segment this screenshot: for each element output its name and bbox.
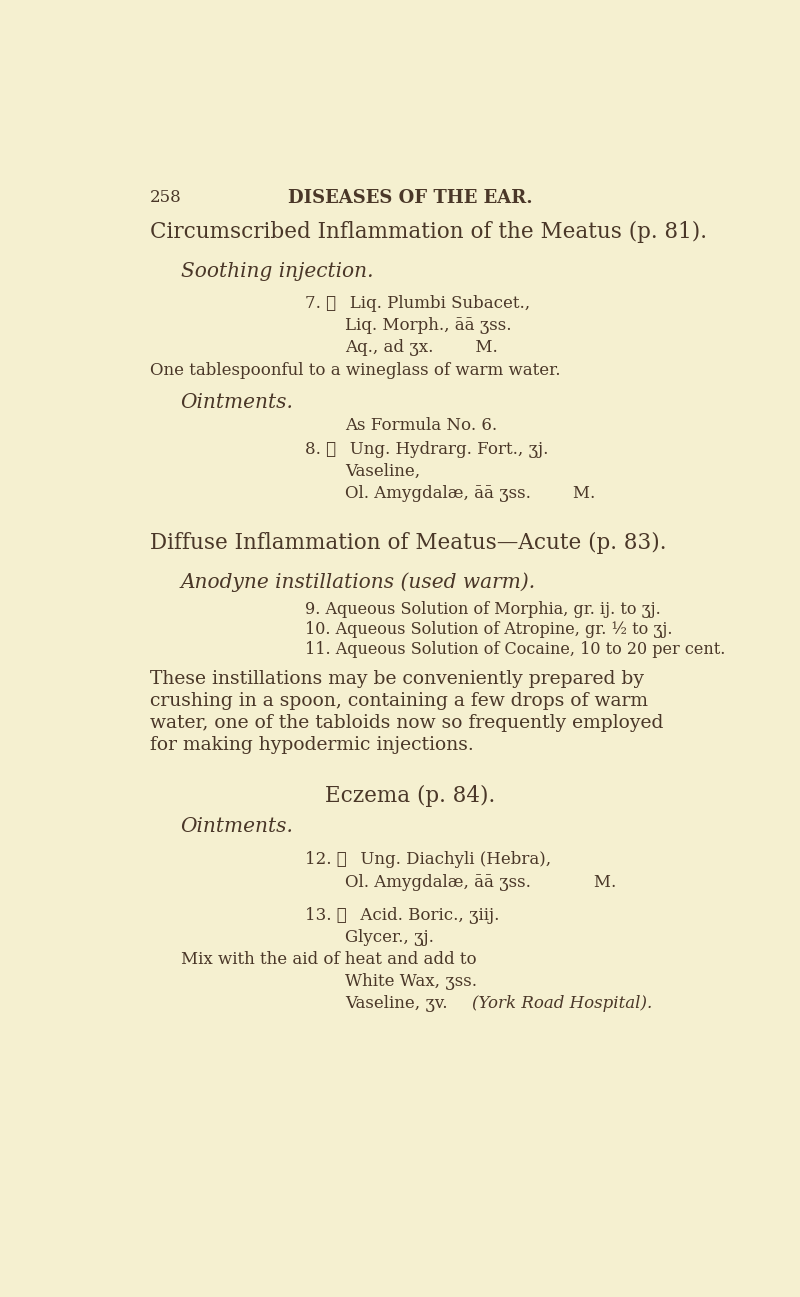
Text: Soothing injection.: Soothing injection. — [181, 262, 373, 281]
Text: Liq. Morph., āā ʒss.: Liq. Morph., āā ʒss. — [345, 318, 511, 335]
Text: Vaseline, ʒv.: Vaseline, ʒv. — [345, 995, 490, 1012]
Text: crushing in a spoon, containing a few drops of warm: crushing in a spoon, containing a few dr… — [150, 691, 648, 709]
Text: Vaseline,: Vaseline, — [345, 463, 420, 480]
Text: 7. ℞  Liq. Plumbi Subacet.,: 7. ℞ Liq. Plumbi Subacet., — [305, 296, 530, 313]
Text: 9. Aqueous Solution of Morphia, gr. ij. to ʒj.: 9. Aqueous Solution of Morphia, gr. ij. … — [305, 601, 660, 619]
Text: 8. ℞  Ung. Hydrarg. Fort., ʒj.: 8. ℞ Ung. Hydrarg. Fort., ʒj. — [305, 441, 548, 458]
Text: Ol. Amygdalæ, āā ʒss.            M.: Ol. Amygdalæ, āā ʒss. M. — [345, 874, 616, 891]
Text: White Wax, ʒss.: White Wax, ʒss. — [345, 973, 477, 990]
Text: Ol. Amygdalæ, āā ʒss.        M.: Ol. Amygdalæ, āā ʒss. M. — [345, 485, 595, 502]
Text: Eczema (p. 84).: Eczema (p. 84). — [325, 785, 495, 807]
Text: 258: 258 — [150, 188, 182, 206]
Text: 13. ℞  Acid. Boric., ʒiij.: 13. ℞ Acid. Boric., ʒiij. — [305, 907, 499, 923]
Text: Ointments.: Ointments. — [181, 817, 294, 835]
Text: DISEASES OF THE EAR.: DISEASES OF THE EAR. — [288, 188, 532, 206]
Text: (York Road Hospital).: (York Road Hospital). — [472, 995, 652, 1012]
Text: Ointments.: Ointments. — [181, 393, 294, 412]
Text: 10. Aqueous Solution of Atropine, gr. ½ to ʒj.: 10. Aqueous Solution of Atropine, gr. ½ … — [305, 621, 672, 638]
Text: One tablespoonful to a wineglass of warm water.: One tablespoonful to a wineglass of warm… — [150, 362, 560, 379]
Text: 12. ℞  Ung. Diachyli (Hebra),: 12. ℞ Ung. Diachyli (Hebra), — [305, 851, 550, 868]
Text: Aq., ad ʒx.        M.: Aq., ad ʒx. M. — [345, 340, 498, 357]
Text: Diffuse Inflammation of Meatus—Acute (p. 83).: Diffuse Inflammation of Meatus—Acute (p.… — [150, 532, 666, 554]
Text: As Formula No. 6.: As Formula No. 6. — [345, 418, 497, 434]
Text: Anodyne instillations (used warm).: Anodyne instillations (used warm). — [181, 572, 536, 591]
Text: Circumscribed Inflammation of the Meatus (p. 81).: Circumscribed Inflammation of the Meatus… — [150, 220, 706, 243]
Text: 11. Aqueous Solution of Cocaine, 10 to 20 per cent.: 11. Aqueous Solution of Cocaine, 10 to 2… — [305, 641, 725, 658]
Text: water, one of the tabloids now so frequently employed: water, one of the tabloids now so freque… — [150, 713, 663, 732]
Text: Glycer., ʒj.: Glycer., ʒj. — [345, 929, 434, 946]
Text: These instillations may be conveniently prepared by: These instillations may be conveniently … — [150, 671, 643, 687]
Text: for making hypodermic injections.: for making hypodermic injections. — [150, 735, 474, 754]
Text: Mix with the aid of heat and add to: Mix with the aid of heat and add to — [181, 951, 476, 968]
